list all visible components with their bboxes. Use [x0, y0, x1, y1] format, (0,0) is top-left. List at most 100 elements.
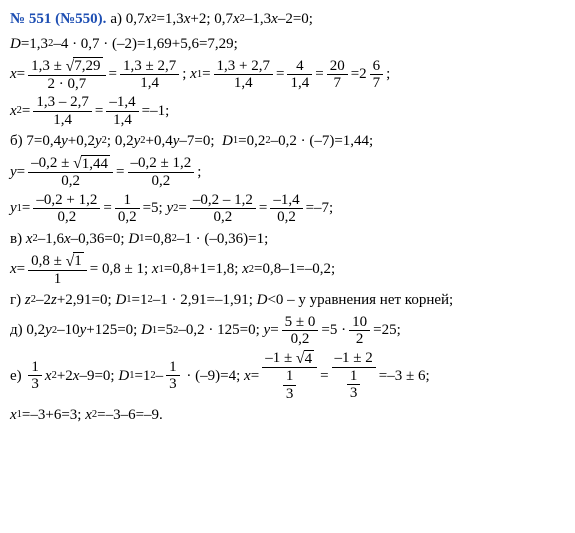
text: 1,4 [110, 112, 135, 129]
text: +2; [190, 8, 210, 31]
text: 0,2 [210, 209, 235, 226]
fraction: 10 2 [349, 314, 370, 348]
fraction: 1,3 ± 2,7 1,4 [120, 58, 179, 92]
text: –1 ± [265, 350, 292, 367]
text: 0,2 [55, 209, 80, 226]
text: +125=0; [86, 319, 137, 342]
part-d-label: г) [10, 289, 21, 312]
fraction: 1 3 [166, 359, 180, 393]
text: –0,2 + 1,2 [33, 192, 100, 209]
text: <0 – у уравнения нет корней; [267, 289, 453, 312]
text: 2 [359, 63, 367, 86]
text: 1 [51, 271, 65, 288]
text: –2 [36, 289, 51, 312]
text: 1,4 [50, 112, 75, 129]
text: –1,4 [106, 94, 138, 111]
text: 1,44 [81, 155, 110, 173]
fraction: –0,2 + 1,2 0,2 [33, 192, 100, 226]
line-a-3: x= 1,3 ± √7,29 2 · 0,7 = 1,3 ± 2,7 1,4 ;… [10, 57, 565, 92]
fraction: –0,2 – 1,2 0,2 [190, 192, 256, 226]
text: –10 [57, 319, 80, 342]
text: +0,2 [68, 130, 95, 153]
text: =0,8–1=–0,2; [254, 258, 335, 281]
fraction: –1 ± 2 13 [332, 350, 376, 402]
text: 0,2 [58, 173, 83, 190]
text: = 0,8 ± 1 [90, 258, 144, 281]
text: 6 [370, 58, 384, 75]
part-b-label: б) [10, 130, 23, 153]
line-c-1: в) x2–1,6x –0,36=0; D1=0,82 –1 · (–0,36)… [10, 228, 565, 251]
fraction: 13 [347, 368, 361, 402]
line-c-2: x= 0,8 ± √1 1 = 0,8 ± 1 ; x1=0,8+1=1,8; … [10, 252, 565, 287]
fraction: 5 ± 0 0,2 [282, 314, 319, 348]
fraction: 6 7 [370, 58, 384, 92]
text: =–3+6=3; [22, 404, 82, 427]
text: –1 · (–0,36)=1; [177, 228, 268, 251]
text: 20 [327, 58, 348, 75]
fraction: –1 ± √4 13 [262, 350, 317, 403]
text: –0,2 · (–7)=1,44; [271, 130, 374, 153]
text: –9=0; [79, 365, 114, 388]
text: +0,4 [146, 130, 173, 153]
text: 0,2 [115, 130, 134, 153]
text: =1 [132, 289, 148, 312]
text: 0,2 [148, 173, 173, 190]
text: –1 [150, 100, 165, 123]
text: =0,2 [238, 130, 265, 153]
text: 1 [120, 192, 134, 209]
text: 3 [347, 385, 361, 402]
text: 0,2 [274, 209, 299, 226]
fraction: –1,4 1,4 [106, 94, 138, 128]
line-a-2: D=1,32 –4 · 0,7 · (–2)=1,69+5,6=7,29; [10, 33, 565, 56]
text: =5; [143, 197, 163, 220]
part-c-label: в) [10, 228, 22, 251]
line-b-1: б) 7=0,4y +0,2y2; 0,2y2 +0,4y –7=0; D1=0… [10, 130, 565, 153]
text: 1,3 ± 2,7 [120, 58, 179, 75]
fraction: –1,4 0,2 [270, 192, 302, 226]
text: 0,7 [126, 8, 145, 31]
text: 1 [347, 368, 361, 385]
line-a-4: x2= 1,3 – 2,7 1,4 = –1,4 1,4 = –1 ; [10, 94, 565, 128]
text: =1,3 [156, 8, 183, 31]
line-e-1: д) 0,2y2 –10y +125=0; D1=52 –0,2 · 125=0… [10, 314, 565, 348]
text: 3 [28, 376, 42, 393]
part-e-label: д) [10, 319, 23, 342]
text: =1,3 [21, 33, 48, 56]
fraction: 0,8 ± √1 1 [28, 252, 87, 287]
text: =0,8+1=1,8; [164, 258, 239, 281]
text: =5 [157, 319, 173, 342]
text: =1 [134, 365, 150, 388]
text: 1,3 ± [31, 58, 62, 75]
fraction: 1 0,2 [115, 192, 140, 226]
line-f-1: е) 1 3 x2 +2x –9=0; D1=12– 1 3 · (–9)=4;… [10, 350, 565, 403]
text: 1,4 [231, 75, 256, 92]
fraction: 13 [283, 368, 297, 402]
fraction: –0,2 ± √1,44 0,2 [28, 155, 113, 190]
text: +2,91=0; [57, 289, 112, 312]
sqrt-icon: √1 [66, 252, 84, 270]
fraction: 1,3 ± √7,29 2 · 0,7 [28, 57, 105, 92]
text: · (–9)=4; [186, 365, 240, 388]
text: =–3–6=–9. [97, 404, 163, 427]
text: –1,6 [38, 228, 64, 251]
part-a-label: а) [110, 8, 122, 31]
text: –1 · 2,91=–1,91; [153, 289, 253, 312]
fraction: 1 3 [28, 359, 42, 393]
text: 1 [28, 359, 42, 376]
fraction: –0,2 ± 1,2 0,2 [128, 155, 195, 189]
text: 10 [349, 314, 370, 331]
text: –0,2 – 1,2 [190, 192, 256, 209]
text: 0,7 [214, 8, 233, 31]
text: 4 [304, 350, 315, 368]
text: 7 [370, 75, 384, 92]
fraction: 1,3 – 2,7 1,4 [33, 94, 92, 128]
text: 7,29 [73, 57, 102, 75]
text: 2 [353, 331, 367, 348]
fraction: 1,3 + 2,7 1,4 [214, 58, 273, 92]
text: –7=0; [179, 130, 214, 153]
text: –1,3 [245, 8, 271, 31]
fraction: 20 7 [327, 58, 348, 92]
fraction: 4 1,4 [287, 58, 312, 92]
text: –0,2 · 125=0; [178, 319, 259, 342]
text: +2 [57, 365, 73, 388]
